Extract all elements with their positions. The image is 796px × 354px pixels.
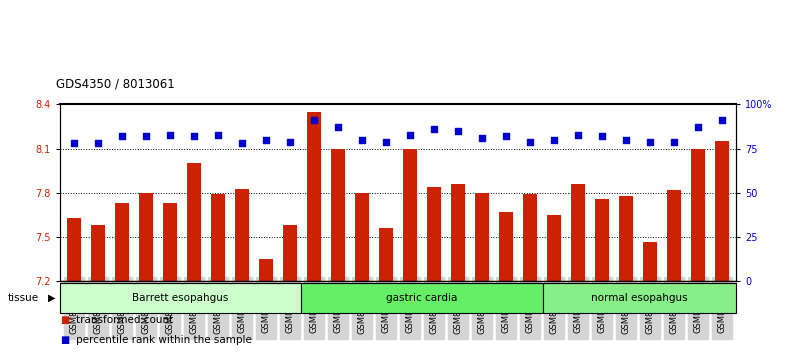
Point bbox=[236, 141, 248, 146]
Bar bbox=[60, 283, 302, 313]
Bar bbox=[259, 259, 273, 281]
Bar bbox=[236, 188, 248, 281]
Point bbox=[572, 132, 584, 137]
Bar bbox=[68, 218, 80, 281]
Point bbox=[595, 133, 608, 139]
Bar bbox=[404, 149, 416, 281]
Bar bbox=[691, 149, 704, 281]
Text: Barrett esopahgus: Barrett esopahgus bbox=[132, 293, 228, 303]
Bar bbox=[716, 141, 728, 281]
Point bbox=[475, 135, 488, 141]
Text: gastric cardia: gastric cardia bbox=[387, 293, 458, 303]
Bar bbox=[475, 193, 489, 281]
Point bbox=[524, 139, 537, 144]
Bar bbox=[523, 194, 537, 281]
Point bbox=[619, 137, 632, 143]
Bar bbox=[643, 242, 657, 281]
Point bbox=[500, 133, 513, 139]
Point bbox=[427, 126, 440, 132]
Bar bbox=[543, 283, 736, 313]
Point bbox=[643, 139, 656, 144]
Bar bbox=[548, 215, 560, 281]
Point bbox=[188, 133, 201, 139]
Point bbox=[548, 137, 560, 143]
Bar bbox=[307, 112, 321, 281]
Point bbox=[92, 141, 104, 146]
Bar bbox=[331, 149, 345, 281]
Text: ■: ■ bbox=[60, 335, 69, 345]
Text: ■: ■ bbox=[60, 315, 69, 325]
Bar bbox=[355, 193, 369, 281]
Bar bbox=[115, 203, 129, 281]
Point bbox=[283, 139, 296, 144]
Point bbox=[212, 132, 224, 137]
Bar bbox=[380, 228, 392, 281]
Bar bbox=[499, 212, 513, 281]
Text: tissue: tissue bbox=[8, 293, 39, 303]
Bar bbox=[283, 225, 297, 281]
Point bbox=[668, 139, 681, 144]
Text: transformed count: transformed count bbox=[76, 315, 173, 325]
Point bbox=[115, 133, 128, 139]
Bar bbox=[595, 199, 608, 281]
Text: normal esopahgus: normal esopahgus bbox=[591, 293, 688, 303]
Text: ▶: ▶ bbox=[48, 293, 55, 303]
Bar bbox=[427, 187, 441, 281]
Bar bbox=[451, 184, 465, 281]
Point bbox=[356, 137, 369, 143]
Bar bbox=[619, 196, 633, 281]
Bar bbox=[572, 184, 584, 281]
Bar bbox=[139, 193, 153, 281]
Text: percentile rank within the sample: percentile rank within the sample bbox=[76, 335, 252, 345]
Bar bbox=[92, 225, 105, 281]
Point bbox=[404, 132, 416, 137]
Bar bbox=[163, 203, 177, 281]
Point bbox=[692, 125, 704, 130]
Point bbox=[164, 132, 177, 137]
Bar bbox=[212, 194, 224, 281]
Point bbox=[308, 118, 321, 123]
Point bbox=[332, 125, 345, 130]
Point bbox=[140, 133, 153, 139]
Point bbox=[68, 141, 80, 146]
Bar bbox=[667, 190, 681, 281]
Point bbox=[380, 139, 392, 144]
Point bbox=[259, 137, 272, 143]
Point bbox=[716, 118, 728, 123]
Point bbox=[451, 128, 464, 134]
Bar bbox=[302, 283, 543, 313]
Bar bbox=[188, 164, 201, 281]
Text: GDS4350 / 8013061: GDS4350 / 8013061 bbox=[56, 77, 174, 90]
